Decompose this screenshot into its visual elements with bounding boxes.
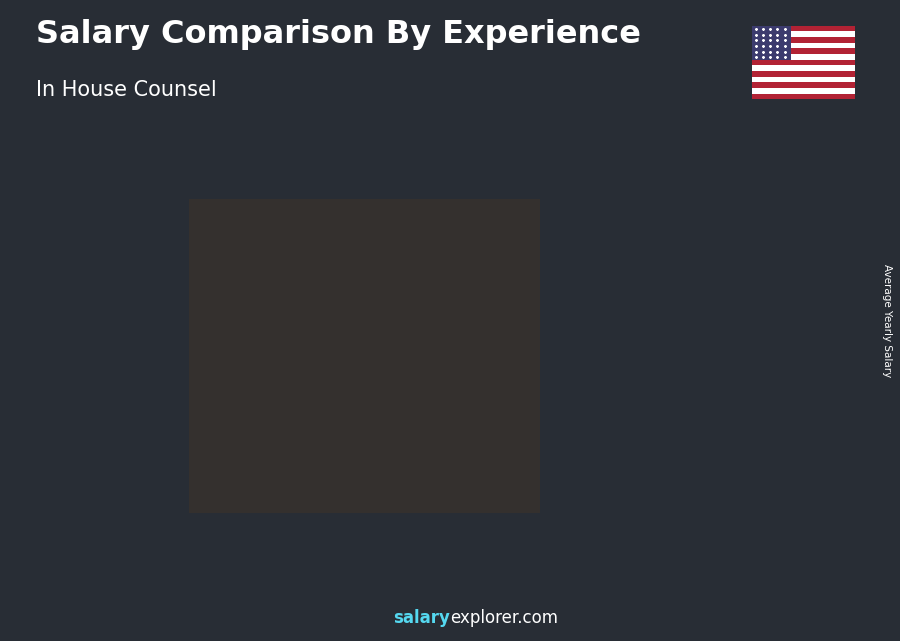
Polygon shape — [715, 240, 797, 253]
Polygon shape — [71, 431, 155, 437]
Bar — [71, 431, 77, 564]
Text: Average Yearly Salary: Average Yearly Salary — [881, 264, 892, 377]
Text: +32%: +32% — [121, 310, 184, 329]
Bar — [586, 262, 656, 564]
Bar — [752, 65, 855, 71]
Text: In House Counsel: In House Counsel — [36, 80, 217, 100]
Bar — [200, 388, 271, 564]
Bar — [752, 31, 855, 37]
Bar — [457, 283, 463, 564]
Text: Salary Comparison By Experience: Salary Comparison By Experience — [36, 19, 641, 50]
Text: +19%: +19% — [377, 205, 440, 224]
Polygon shape — [527, 283, 541, 564]
Bar — [752, 77, 855, 82]
Text: +34%: +34% — [248, 247, 311, 267]
Polygon shape — [656, 262, 670, 564]
Bar — [586, 262, 591, 564]
Bar — [752, 26, 791, 60]
Polygon shape — [328, 329, 412, 338]
Bar — [752, 88, 855, 94]
Bar — [752, 54, 855, 60]
Polygon shape — [200, 388, 284, 395]
Text: 112,000 USD: 112,000 USD — [216, 371, 299, 384]
Text: 84,800 USD: 84,800 USD — [66, 413, 140, 426]
Bar — [715, 240, 785, 564]
Bar — [71, 431, 142, 564]
Bar — [200, 388, 205, 564]
Polygon shape — [785, 240, 797, 564]
Bar — [715, 240, 720, 564]
Polygon shape — [586, 262, 670, 274]
Text: salary: salary — [393, 609, 450, 627]
Bar — [457, 283, 527, 564]
Bar — [752, 43, 855, 48]
Text: +8%: +8% — [513, 187, 562, 205]
Bar — [328, 329, 400, 564]
Text: explorer.com: explorer.com — [450, 609, 558, 627]
Polygon shape — [271, 388, 284, 564]
Polygon shape — [142, 431, 155, 564]
Text: 193,000 USD: 193,000 USD — [602, 244, 684, 257]
Text: +7%: +7% — [641, 167, 691, 187]
Text: 207,000 USD: 207,000 USD — [743, 222, 826, 235]
Bar — [328, 329, 334, 564]
Polygon shape — [400, 329, 412, 564]
Text: 150,000 USD: 150,000 USD — [345, 312, 427, 324]
Polygon shape — [457, 283, 541, 295]
Text: 179,000 USD: 179,000 USD — [473, 266, 555, 279]
